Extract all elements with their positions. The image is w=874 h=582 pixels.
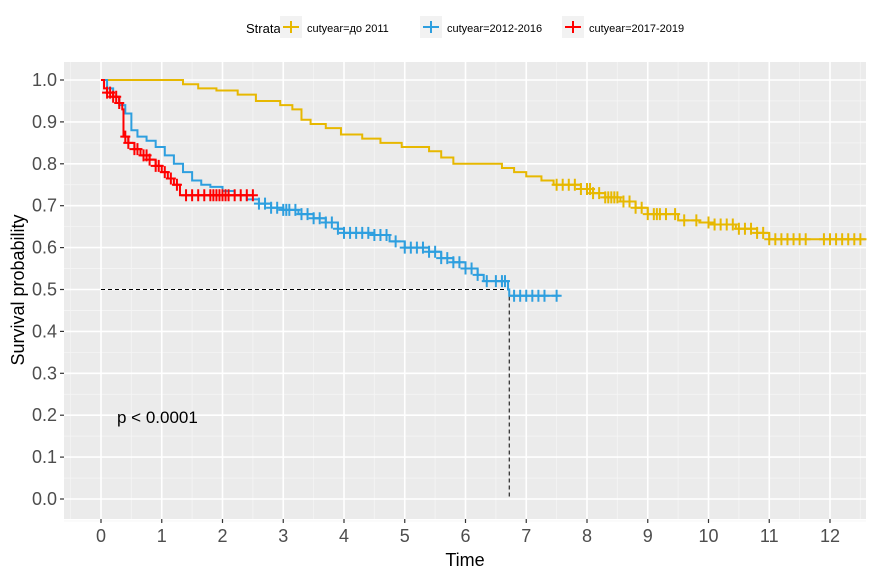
y-tick-label: 0.6 <box>32 238 57 258</box>
censor-mark <box>691 214 702 227</box>
y-axis-title: Survival probability <box>8 214 28 365</box>
legend-label: cutyear=2017-2019 <box>589 23 684 35</box>
x-tick-label: 10 <box>698 526 718 546</box>
censor-mark <box>153 159 164 172</box>
censor-mark <box>703 216 714 229</box>
x-tick-label: 0 <box>96 526 106 546</box>
y-axis: 0.0 0.1 0.2 0.3 0.4 0.5 0.6 0.7 0.8 0.9 1.0 <box>32 70 64 509</box>
survival-curve <box>101 79 867 241</box>
x-tick-label: 1 <box>157 526 167 546</box>
legend: Strata cutyear=до 2011 cutyear=2012-2016 c… <box>246 16 684 38</box>
legend-symbol <box>283 21 299 33</box>
x-tick-label: 8 <box>582 526 592 546</box>
legend-symbol <box>565 21 581 33</box>
x-tick-label: 6 <box>460 526 470 546</box>
censor-mark <box>612 191 623 204</box>
censor-mark <box>466 262 477 275</box>
censor-mark <box>417 241 428 254</box>
censor-mark <box>594 187 605 200</box>
series-3 <box>101 79 258 202</box>
censor-mark <box>855 233 866 246</box>
censor-mark <box>746 222 757 235</box>
x-axis: 0 1 2 3 4 5 6 7 8 9 10 11 12 <box>96 519 840 546</box>
x-tick-label: 3 <box>278 526 288 546</box>
y-tick-label: 0.8 <box>32 154 57 174</box>
censor-mark <box>290 203 301 216</box>
y-tick-label: 0.2 <box>32 405 57 425</box>
y-tick-label: 1.0 <box>32 70 57 90</box>
censor-mark <box>727 218 738 231</box>
series-group <box>101 79 867 302</box>
p-value-annotation: p < 0.0001 <box>117 408 198 427</box>
y-tick-label: 0.9 <box>32 112 57 132</box>
censor-mark <box>472 268 483 281</box>
censor-mark <box>481 275 492 288</box>
x-tick-label: 5 <box>400 526 410 546</box>
x-tick-label: 11 <box>760 526 779 546</box>
x-tick-label: 9 <box>643 526 653 546</box>
legend-label: cutyear=2012-2016 <box>447 23 542 35</box>
series-2 <box>101 79 562 302</box>
censor-mark <box>132 143 143 156</box>
censor-mark <box>758 226 769 239</box>
censor-mark <box>272 201 283 214</box>
censor-mark <box>247 189 258 202</box>
legend-entry: cutyear=2017-2019 <box>562 16 684 38</box>
censor-mark <box>120 130 131 143</box>
y-tick-label: 0.0 <box>32 489 57 509</box>
censor-mark <box>430 245 441 258</box>
censor-mark <box>314 212 325 225</box>
x-tick-label: 7 <box>521 526 531 546</box>
censor-mark <box>260 197 271 210</box>
censor-mark <box>670 208 681 221</box>
legend-entry: cutyear=до 2011 <box>280 16 389 38</box>
censor-mark <box>539 289 550 302</box>
y-tick-label: 0.3 <box>32 363 57 383</box>
y-tick-label: 0.4 <box>32 321 57 341</box>
y-tick-label: 0.1 <box>32 447 57 467</box>
censor-mark <box>679 214 690 227</box>
censor-mark <box>123 136 134 149</box>
x-tick-label: 2 <box>217 526 227 546</box>
censor-mark <box>326 216 337 229</box>
x-axis-title: Time <box>445 550 484 570</box>
censor-mark <box>332 222 343 235</box>
censor-mark <box>499 275 510 288</box>
censor-mark <box>454 256 465 269</box>
x-tick-label: 12 <box>820 526 840 546</box>
censor-mark <box>442 252 453 265</box>
series-1 <box>101 79 867 246</box>
censor-mark <box>660 208 671 221</box>
legend-label: cutyear=до 2011 <box>307 23 389 35</box>
censor-mark <box>171 178 182 191</box>
censor-mark <box>636 201 647 214</box>
censor-mark <box>144 153 155 166</box>
y-tick-label: 0.5 <box>32 280 57 300</box>
legend-entry: cutyear=2012-2016 <box>420 16 542 38</box>
legend-symbol <box>423 21 439 33</box>
x-tick-label: 4 <box>339 526 349 546</box>
y-tick-label: 0.7 <box>32 196 57 216</box>
legend-title: Strata <box>246 21 281 36</box>
censor-mark <box>159 166 170 179</box>
censor-mark <box>363 226 374 239</box>
censor-mark <box>551 289 562 302</box>
median-lines <box>101 289 510 499</box>
censor-mark <box>165 172 176 185</box>
censor-mark <box>569 178 580 191</box>
censor-mark <box>381 229 392 242</box>
censor-mark <box>302 208 313 221</box>
censor-mark <box>111 90 122 103</box>
censor-mark <box>800 233 811 246</box>
censor-mark <box>624 195 635 208</box>
censor-mark <box>114 97 125 110</box>
censor-mark <box>390 235 401 248</box>
